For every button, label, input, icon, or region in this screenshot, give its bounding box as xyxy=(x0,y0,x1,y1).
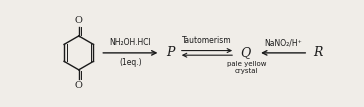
Text: (1eq.): (1eq.) xyxy=(119,58,142,67)
Text: R: R xyxy=(314,46,323,59)
Text: Tautomerism: Tautomerism xyxy=(182,36,232,45)
Text: Q: Q xyxy=(241,46,251,59)
Text: pale yellow
crystal: pale yellow crystal xyxy=(227,61,266,74)
Text: NaNO₂/H⁺: NaNO₂/H⁺ xyxy=(264,39,302,48)
Text: O: O xyxy=(75,81,83,90)
Text: NH₂OH.HCl: NH₂OH.HCl xyxy=(110,39,151,48)
Text: P: P xyxy=(166,46,174,59)
Text: O: O xyxy=(75,16,83,25)
